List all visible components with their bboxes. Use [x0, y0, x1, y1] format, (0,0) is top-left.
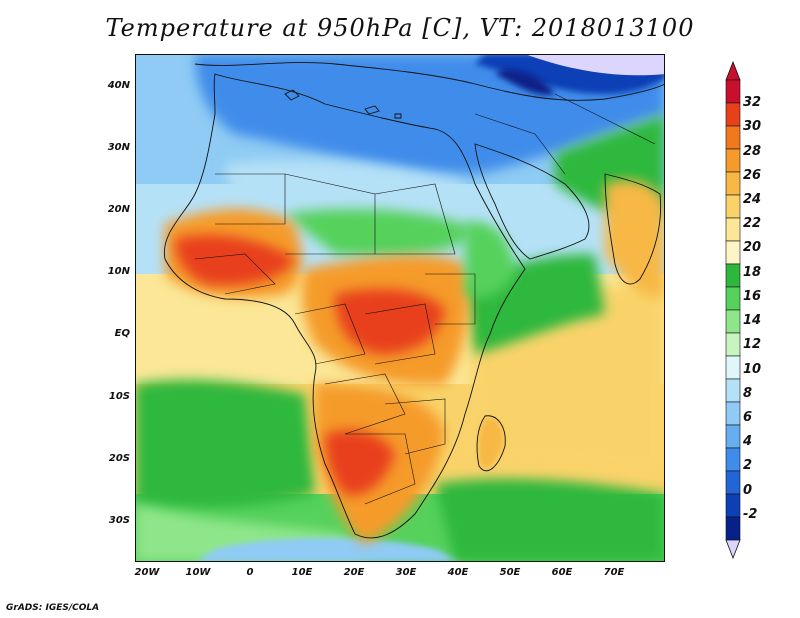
colorbar-label: 8	[743, 385, 753, 401]
lat-label-10s: 10S	[108, 391, 130, 402]
lon-label-20w: 20W	[134, 567, 160, 578]
field-atlantic-green	[135, 379, 315, 509]
lon-label-10e: 10E	[291, 567, 313, 578]
border-12	[554, 93, 656, 145]
colorbar-box	[725, 309, 741, 334]
border-11	[474, 113, 566, 175]
colorbar-label: 32	[743, 95, 762, 111]
lat-label-eq: EQ	[114, 328, 130, 339]
colorbar-box	[725, 493, 741, 518]
field-sahara-green	[285, 209, 475, 256]
map-title: Temperature at 950hPa [C], VT: 201801310…	[105, 14, 695, 42]
lat-label-20s: 20S	[108, 453, 130, 464]
colorbar-label: 2	[743, 458, 753, 474]
colorbar-box	[725, 125, 741, 150]
colorbar-box	[725, 332, 741, 357]
coastlines	[163, 62, 665, 539]
field-south-indian-green	[435, 478, 665, 562]
lat-label-10n: 10N	[107, 266, 130, 277]
lat-label-30s: 30S	[108, 515, 130, 526]
grads-footer: GrADS: IGES/COLA	[6, 603, 100, 613]
colorbar	[725, 60, 741, 560]
colorbar-label: -2	[743, 506, 758, 522]
border-4	[194, 253, 276, 295]
colorbar-box	[725, 240, 741, 265]
map-border	[135, 54, 665, 562]
lon-label-30e: 30E	[395, 567, 417, 578]
colorbar-label: 24	[743, 192, 762, 208]
colorbar-box	[725, 194, 741, 219]
colorbar-box	[725, 447, 741, 472]
colorbar-label: 22	[743, 216, 762, 232]
coast-med-islands	[284, 89, 402, 119]
colorbar-label: 20	[743, 240, 762, 256]
border-10	[384, 398, 446, 455]
field-india-yellow	[605, 180, 665, 297]
lat-label-40n: 40N	[107, 80, 130, 91]
coast-africa	[163, 73, 526, 539]
colorbar-bottom-triangle	[725, 539, 741, 560]
lat-label-30n: 30N	[107, 142, 130, 153]
lon-label-0: 0	[246, 567, 254, 578]
coast-arabia	[474, 143, 590, 260]
lon-label-70e: 70E	[603, 567, 625, 578]
lat-label-20n: 20N	[107, 204, 130, 215]
border-7	[425, 273, 476, 325]
colorbar-box	[725, 148, 741, 173]
colorbar-label: 16	[743, 288, 762, 304]
border-9	[345, 433, 416, 505]
field-northeast-lavender	[525, 54, 665, 76]
colorbar-label: 12	[743, 337, 762, 353]
colorbar-box	[725, 424, 741, 449]
colorbar-label: 6	[743, 409, 753, 425]
field-horn-green	[465, 222, 515, 298]
border-2	[284, 173, 376, 255]
colorbar-box	[725, 516, 741, 541]
colorbar-box	[725, 286, 741, 311]
coast-madagascar	[476, 415, 506, 472]
colorbar-label: 4	[743, 434, 753, 450]
colorbar-box	[725, 102, 741, 127]
colorbar-label: 14	[743, 313, 762, 329]
borders	[194, 93, 656, 505]
colorbar-label: 18	[743, 264, 762, 280]
lon-label-60e: 60E	[551, 567, 573, 578]
coast-europe	[194, 62, 665, 101]
lon-label-20e: 20E	[343, 567, 365, 578]
colorbar-box	[725, 470, 741, 495]
border-8	[324, 373, 406, 435]
colorbar-box	[725, 355, 741, 380]
colorbar-box	[725, 378, 741, 403]
field-southern-blue	[195, 537, 465, 562]
colorbar-box	[725, 79, 741, 104]
border-6	[364, 303, 436, 365]
temperature-map	[135, 54, 665, 562]
colorbar-label: 28	[743, 143, 762, 159]
border-3	[374, 183, 456, 255]
field-madagascar	[478, 417, 504, 468]
field-southern-africa-hot	[325, 430, 395, 495]
colorbar-box	[725, 263, 741, 288]
lon-label-50e: 50E	[499, 567, 521, 578]
colorbar-label: 30	[743, 119, 762, 135]
border-5	[294, 303, 366, 365]
colorbar-box	[725, 171, 741, 196]
coast-india	[604, 173, 662, 285]
lon-label-40e: 40E	[447, 567, 469, 578]
field-caspian-navy	[495, 69, 555, 95]
colorbar-top-triangle	[725, 60, 741, 81]
colorbar-box	[725, 401, 741, 426]
lon-label-10w: 10W	[185, 567, 211, 578]
colorbar-label: 10	[743, 361, 762, 377]
colorbar-label: 0	[743, 482, 753, 498]
field-west-africa-hot	[175, 235, 295, 286]
colorbar-label: 26	[743, 167, 762, 183]
colorbar-box	[725, 217, 741, 242]
border-1	[215, 173, 286, 225]
